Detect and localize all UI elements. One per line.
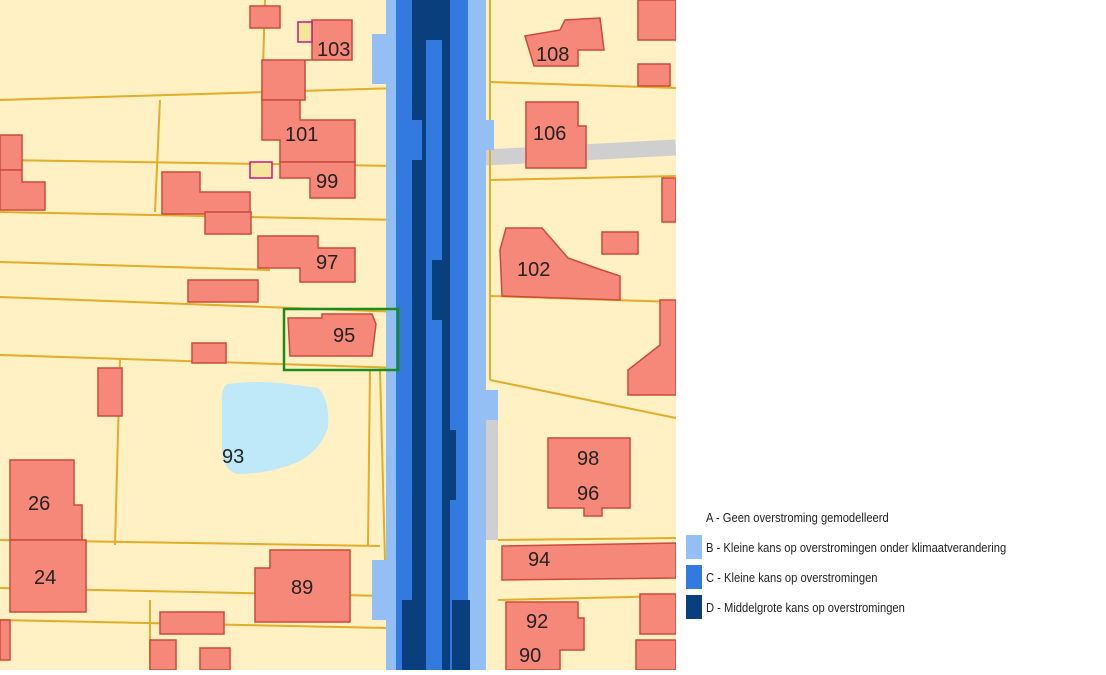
house-number: 98	[577, 448, 599, 470]
house-number: 24	[34, 567, 56, 589]
legend-item-a: A - Geen overstroming gemodelleerd	[686, 505, 1102, 529]
house-number: 94	[528, 549, 550, 571]
legend-label-a: A - Geen overstroming gemodelleerd	[706, 509, 889, 525]
house-number-labels: 103 101 99 97 95 93 89 26 24 108 106 102…	[28, 39, 599, 667]
house-number: 90	[519, 645, 541, 667]
house-number: 26	[28, 493, 50, 515]
house-number: 102	[517, 259, 550, 281]
house-number: 106	[533, 123, 566, 145]
house-number: 97	[316, 252, 338, 274]
house-number: 108	[536, 44, 569, 66]
legend-swatch-a	[686, 505, 702, 529]
house-number: 101	[285, 124, 318, 146]
outbuildings	[249, 21, 313, 179]
pond	[222, 382, 329, 474]
legend-label-d: D - Middelgrote kans op overstromingen	[706, 599, 905, 615]
map-canvas: 103 101 99 97 95 93 89 26 24 108 106 102…	[0, 0, 677, 675]
legend-item-b: B - Kleine kans op overstromingen onder …	[686, 535, 1102, 559]
house-number: 92	[526, 611, 548, 633]
legend-label-b: B - Kleine kans op overstromingen onder …	[706, 539, 1007, 555]
flood-map[interactable]: 103 101 99 97 95 93 89 26 24 108 106 102…	[0, 0, 677, 675]
legend-swatch-d	[686, 595, 702, 619]
legend-swatch-b	[686, 535, 702, 559]
house-number: 95	[333, 325, 355, 347]
house-number: 103	[317, 39, 350, 61]
house-number: 99	[316, 171, 338, 193]
flood-zones	[372, 0, 498, 675]
flood-legend: A - Geen overstroming gemodelleerd B - K…	[686, 505, 1102, 625]
house-number: 89	[291, 577, 313, 599]
selected-parcel-outline[interactable]	[282, 307, 400, 372]
legend-item-d: D - Middelgrote kans op overstromingen	[686, 595, 1102, 619]
legend-swatch-c	[686, 565, 702, 589]
legend-item-c: C - Kleine kans op overstromingen	[686, 565, 1102, 589]
house-number: 96	[577, 483, 599, 505]
legend-label-c: C - Kleine kans op overstromingen	[706, 569, 878, 585]
house-number: 93	[222, 446, 244, 468]
